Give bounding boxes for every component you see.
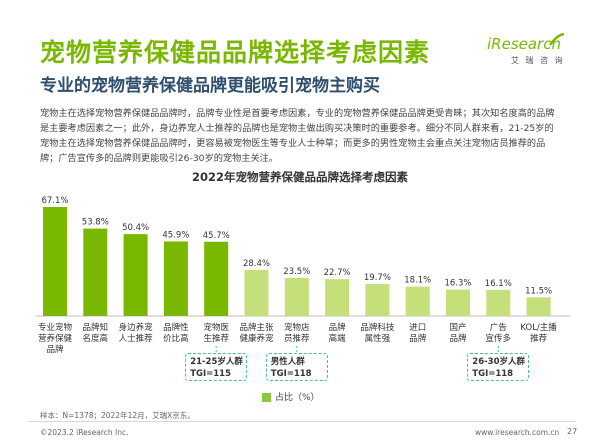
bar (244, 269, 269, 316)
bar (43, 207, 67, 316)
data-label: 11.5% (525, 286, 552, 296)
tgi-callout: 21-25岁人群 TGI=115 (185, 353, 248, 381)
category-tick-label: 高端 (329, 333, 347, 344)
data-label: 18.1% (404, 276, 431, 286)
bar (365, 283, 390, 316)
bar (405, 286, 430, 316)
data-label: 45.9% (162, 230, 189, 240)
footer-website: www.iresearch.com.cn (475, 428, 560, 437)
category-tick-label: 国产 (449, 322, 466, 333)
bar (284, 277, 309, 316)
callout-tgi-value: TGI=118 (270, 369, 312, 379)
bar (446, 289, 470, 316)
logo-brand-text: iResearch (487, 35, 561, 53)
tgi-callout: 26-30岁人群 TGI=118 (467, 353, 530, 381)
data-label: 28.4% (243, 259, 270, 269)
category-tick-label: 身边养宠 (119, 322, 154, 333)
callout-tgi-value: TGI=118 (472, 369, 514, 379)
bar (486, 289, 511, 316)
bar (123, 234, 148, 316)
bar (163, 241, 188, 316)
tgi-callout: 男性人群 TGI=118 (265, 353, 328, 381)
bar (325, 279, 350, 316)
category-tick-label: 品牌 (329, 322, 347, 333)
data-label: 67.1% (41, 196, 68, 206)
category-tick-label: 宠物店 (284, 322, 310, 333)
category-tick-label: 名度高 (83, 333, 109, 344)
data-label: 50.4% (122, 223, 149, 233)
category-tick-label: 品牌知 (83, 322, 109, 333)
bar (204, 241, 229, 316)
callout-tgi-value: TGI=115 (190, 369, 231, 379)
category-tick-label: 价比高 (163, 333, 189, 344)
data-label: 53.8% (82, 218, 109, 228)
data-label: 19.7% (364, 273, 391, 283)
category-tick-label: 广告 (490, 322, 507, 333)
iresearch-logo: iResearch 艾 瑞 咨 询 (487, 33, 571, 75)
data-label: 22.7% (324, 268, 351, 278)
data-label: 45.7% (203, 231, 230, 241)
category-tick-label: 员推荐 (284, 333, 310, 344)
category-tick-label: 健康养宠 (239, 333, 274, 344)
category-tick-label: 品牌 (46, 344, 64, 355)
callout-group-label: 男性人群 (270, 357, 305, 367)
category-tick-label: 营养保健 (38, 333, 73, 344)
source-note: 样本：N=1378；2022年12月，艾瑞X京东。 (40, 411, 195, 420)
category-tick-label: 生推荐 (203, 333, 229, 344)
bar (83, 228, 108, 316)
data-label: 16.1% (485, 279, 512, 289)
category-tick-label: 人士推荐 (119, 333, 154, 344)
page-subtitle: 专业的宠物营养保健品牌更能吸引宠物主购买 (40, 76, 380, 96)
category-tick-label: 宠物医 (203, 322, 229, 333)
logo-swoosh-icon (549, 33, 565, 46)
category-tick-label: 品牌科技 (360, 322, 395, 333)
data-label: 16.3% (444, 279, 471, 289)
category-tick-label: 品牌 (449, 333, 467, 344)
category-tick-label: 品牌 (409, 333, 427, 344)
page-title: 宠物营养保健品品牌选择考虑因素 (40, 38, 431, 67)
logo-cn-text: 艾 瑞 咨 询 (511, 56, 565, 65)
page-number: 27 (567, 427, 578, 436)
callout-group-label: 26-30岁人群 (472, 357, 525, 367)
category-tick-label: 属性强 (365, 333, 391, 344)
footer-divider (28, 421, 576, 422)
category-tick-label: 专业宠物 (38, 322, 73, 333)
data-label: 23.5% (283, 267, 310, 277)
chart-legend: 占比（%） (262, 390, 320, 403)
footer-copyright: ©2023.2 iResearch Inc. (40, 428, 129, 437)
category-tick-label: 品牌主张 (239, 322, 274, 333)
callout-group-label: 21-25岁人群 (190, 357, 243, 367)
category-tick-label: 进口 (409, 323, 426, 333)
chart-title: 2022年宠物营养保健品品牌选择考虑因素 (191, 170, 408, 184)
legend-swatch (262, 393, 271, 402)
category-tick-label: 宣传多 (486, 333, 512, 344)
legend-label: 占比（%） (275, 393, 320, 403)
summary-paragraph: 宠物主在选择宠物营养保健品品牌时，品牌专业性是首要考虑因素，专业的宠物营养保健品… (40, 108, 555, 164)
category-tick-label: KOL/主播 (520, 322, 557, 333)
category-tick-label: 推荐 (530, 333, 548, 344)
category-tick-label: 品牌性 (163, 322, 189, 333)
bar (526, 297, 551, 316)
